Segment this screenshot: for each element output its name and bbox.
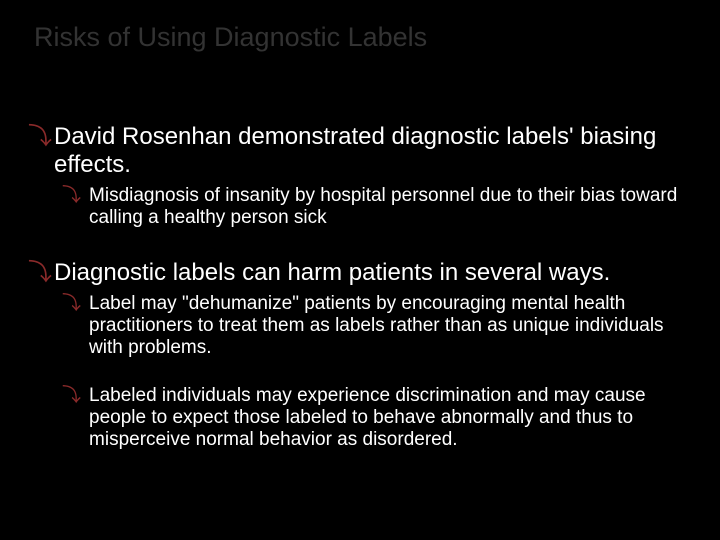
bullet-text: David Rosenhan demonstrated diagnostic l…	[54, 123, 692, 179]
sub-bullet-item: ⤵ Labeled individuals may experience dis…	[62, 385, 692, 451]
sub-bullet-item: ⤵ Label may "dehumanize" patients by enc…	[62, 293, 692, 359]
bullet-marker-icon: ⤵	[62, 293, 81, 315]
bullet-item: ⤵ David Rosenhan demonstrated diagnostic…	[28, 123, 692, 179]
bullet-text: Labeled individuals may experience discr…	[89, 385, 692, 451]
slide-title: Risks of Using Diagnostic Labels	[34, 22, 692, 53]
bullet-item: ⤵ Diagnostic labels can harm patients in…	[28, 259, 692, 287]
sub-bullet-item: ⤵ Misdiagnosis of insanity by hospital p…	[62, 185, 692, 229]
bullet-text: Diagnostic labels can harm patients in s…	[54, 259, 610, 287]
bullet-marker-icon: ⤵	[62, 385, 81, 407]
bullet-marker-icon: ⤵	[28, 259, 52, 287]
slide-container: Risks of Using Diagnostic Labels ⤵ David…	[0, 0, 720, 540]
bullet-text: Label may "dehumanize" patients by encou…	[89, 293, 692, 359]
bullet-text: Misdiagnosis of insanity by hospital per…	[89, 185, 692, 229]
bullet-marker-icon: ⤵	[62, 185, 81, 207]
bullet-marker-icon: ⤵	[28, 123, 52, 151]
